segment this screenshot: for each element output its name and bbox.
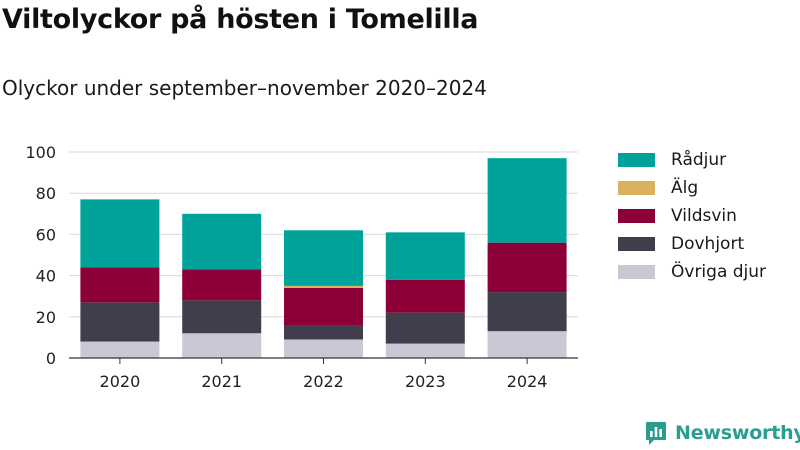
axes: 0 20 40 60 80 100 2020 2021 2022 2023 2024 [25, 143, 578, 391]
legend-item: Övriga djur [618, 258, 766, 286]
legend-swatch [618, 181, 655, 195]
legend-label: Övriga djur [671, 262, 767, 282]
bar-segment [284, 325, 363, 340]
y-tick-label: 80 [36, 184, 56, 203]
chart-subtitle: Olyckor under september–november 2020–20… [2, 76, 487, 100]
bar-segment [80, 341, 160, 358]
x-tick-label: 2024 [507, 372, 548, 391]
bar-segment [182, 333, 262, 358]
legend-swatch [618, 265, 655, 279]
legend-item: Rådjur [618, 146, 766, 174]
legend-label: Vildsvin [671, 206, 737, 226]
bar-segment [284, 285, 363, 288]
legend-item: Vildsvin [618, 202, 766, 230]
bar-segment [385, 343, 465, 358]
legend-label: Rådjur [671, 150, 727, 170]
x-tick-label: 2022 [303, 372, 344, 391]
bar-segment [284, 230, 363, 286]
bar-segment [80, 267, 160, 303]
bar-segment [182, 213, 262, 270]
bars [80, 158, 567, 358]
bar-segment [182, 269, 262, 301]
bar-segment [487, 331, 567, 358]
bar-segment [487, 292, 567, 332]
y-tick-label: 0 [46, 349, 56, 368]
x-tick-label: 2023 [405, 372, 446, 391]
newsworthy-logo-icon [646, 422, 666, 445]
legend-swatch [618, 209, 655, 223]
bar-segment [284, 339, 363, 358]
brand-logo: Newsworthy [645, 420, 800, 446]
legend-swatch [618, 237, 655, 251]
bar-segment [80, 199, 160, 268]
x-tick-label: 2020 [100, 372, 141, 391]
bar-segment [385, 279, 465, 313]
bar-segment [385, 312, 465, 344]
y-tick-label: 100 [25, 143, 56, 162]
x-tick-label: 2021 [201, 372, 242, 391]
legend-swatch [618, 153, 655, 167]
bar-segment [487, 158, 567, 243]
legend-label: Dovhjort [671, 234, 745, 254]
y-tick-label: 20 [36, 308, 56, 327]
y-tick-label: 40 [36, 267, 56, 286]
bar-segment [385, 232, 465, 280]
bar-segment [284, 287, 363, 326]
bar-segment [182, 300, 262, 334]
bar-segment [487, 242, 567, 293]
legend-item: Dovhjort [618, 230, 766, 258]
legend-label: Älg [671, 178, 699, 198]
brand-name: Newsworthy [675, 422, 800, 444]
y-tick-label: 60 [36, 225, 56, 244]
legend-item: Älg [618, 174, 766, 202]
chart-legend: Rådjur Älg Vildsvin Dovhjort Övriga djur [618, 146, 766, 286]
chart-title: Viltolyckor på hösten i Tomelilla [2, 4, 479, 35]
bar-segment [80, 302, 160, 342]
